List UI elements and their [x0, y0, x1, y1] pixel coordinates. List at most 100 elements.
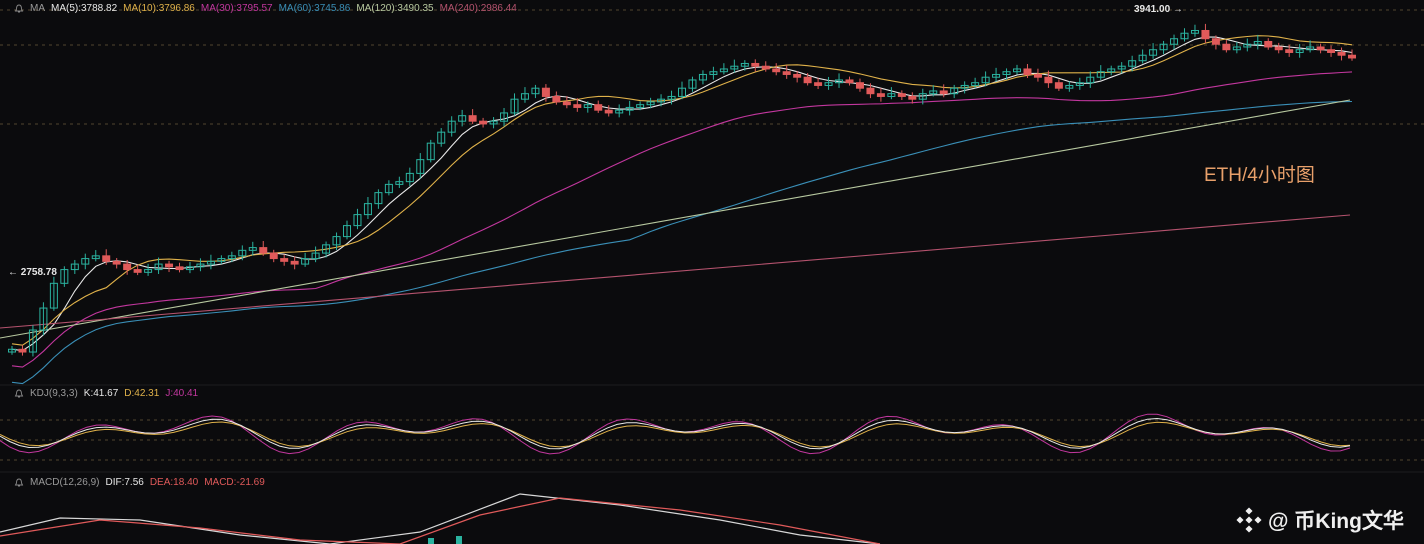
ma10-value: MA(10):3796.86: [123, 3, 195, 14]
candle-body: [49, 282, 58, 309]
bell-icon[interactable]: [14, 4, 24, 14]
candle-body: [1201, 29, 1210, 40]
candle-body: [1128, 60, 1137, 67]
candle-body: [259, 247, 268, 254]
candle-body: [918, 93, 927, 100]
candle-body: [583, 104, 592, 108]
candle-body: [165, 263, 174, 268]
candle-body: [1285, 49, 1294, 53]
candle-body: [185, 266, 194, 271]
kdj-name: KDJ(9,3,3): [30, 388, 78, 399]
candle-body: [876, 93, 885, 97]
candle-body: [855, 82, 864, 89]
ma120-value: MA(120):3490.35: [356, 3, 434, 14]
candle-body: [793, 73, 802, 78]
chart-annotation: ETH/4小时图: [1204, 165, 1315, 186]
candle-body: [594, 104, 603, 111]
kdj-panel: [0, 413, 1351, 455]
candle-body: [908, 95, 917, 100]
candle-body: [636, 104, 645, 108]
high-price-label: 3941.00 →: [1134, 4, 1183, 15]
ma60-value: MA(60):3745.86: [278, 3, 351, 14]
candle-body: [1222, 43, 1231, 51]
candle-body: [1013, 68, 1021, 73]
bell-icon[interactable]: [14, 389, 24, 399]
candle-body: [91, 255, 100, 260]
candles: [8, 23, 1356, 357]
candle-body: [803, 76, 812, 84]
candle-body: [217, 258, 226, 262]
candle-body: [395, 181, 404, 185]
macd-name: MACD(12,26,9): [30, 477, 100, 488]
candle-body: [657, 98, 666, 103]
candle-body: [102, 255, 111, 262]
candle-body: [1096, 71, 1105, 78]
candle-body: [1264, 40, 1273, 48]
candle-body: [950, 87, 959, 95]
candle-body: [332, 236, 341, 246]
ma240-line: [0, 214, 1351, 329]
candle-body: [1138, 54, 1147, 62]
candle-body: [1159, 43, 1168, 51]
candle-body: [678, 87, 686, 97]
candle-body: [971, 82, 980, 86]
candle-body: [301, 258, 310, 265]
candle-body: [1253, 40, 1262, 45]
candle-body: [8, 348, 16, 353]
macd-histogram-bar: [428, 538, 434, 544]
candle-body: [363, 203, 372, 216]
candle-body: [227, 255, 236, 260]
candle-body: [814, 82, 823, 86]
candle-body: [1002, 71, 1011, 75]
candle-body: [1065, 84, 1074, 89]
candle-body: [730, 65, 739, 70]
candle-body: [405, 172, 414, 183]
candle-body: [1306, 46, 1315, 51]
candle-body: [238, 249, 247, 257]
candle-body: [939, 90, 948, 95]
ma240-value: MA(240):2986.44: [439, 3, 517, 14]
candle-body: [1054, 82, 1063, 89]
candle-body: [28, 329, 37, 353]
candle-body: [1180, 32, 1189, 40]
candle-body: [625, 106, 634, 111]
candle-body: [1337, 51, 1346, 56]
candle-body: [615, 109, 624, 114]
candle-body: [646, 101, 655, 106]
candle-body: [322, 244, 331, 254]
kdj-legend: KDJ(9,3,3) K:41.67 D:42.31 J:40.41: [14, 388, 198, 399]
candle-body: [541, 87, 550, 97]
macd-macd-value: MACD:-21.69: [204, 477, 265, 488]
ma-legend: MA MA(5):3788.82 MA(10):3796.86 MA(30):3…: [14, 3, 517, 14]
candle-body: [1211, 38, 1220, 45]
candle-body: [866, 87, 875, 95]
macd-dif-line: [0, 493, 881, 544]
bell-icon[interactable]: [14, 478, 24, 488]
candle-body: [1023, 68, 1032, 75]
candle-body: [1086, 76, 1095, 84]
candle-body: [772, 68, 781, 73]
macd-dea-line: [0, 497, 881, 544]
candle-body: [709, 71, 718, 75]
candle-body: [688, 79, 697, 89]
candle-body: [667, 95, 676, 100]
candle-body: [248, 247, 257, 251]
candle-body: [374, 192, 383, 205]
candle-body: [1316, 46, 1325, 51]
candle-body: [835, 79, 844, 84]
candle-body: [60, 269, 69, 284]
candle-body: [468, 115, 477, 122]
kdj-k-value: K:41.67: [83, 388, 119, 399]
candle-body: [1075, 82, 1084, 86]
candle-body: [751, 62, 760, 67]
candle-body: [531, 87, 540, 95]
candle-body: [290, 260, 299, 265]
candle-body: [458, 115, 467, 122]
candle-body: [144, 269, 153, 273]
candle-body: [1243, 43, 1252, 48]
macd-panel: [0, 493, 881, 544]
ma5-value: MA(5):3788.82: [51, 3, 118, 14]
ma60-line: [11, 100, 1353, 385]
candle-body: [479, 120, 488, 125]
